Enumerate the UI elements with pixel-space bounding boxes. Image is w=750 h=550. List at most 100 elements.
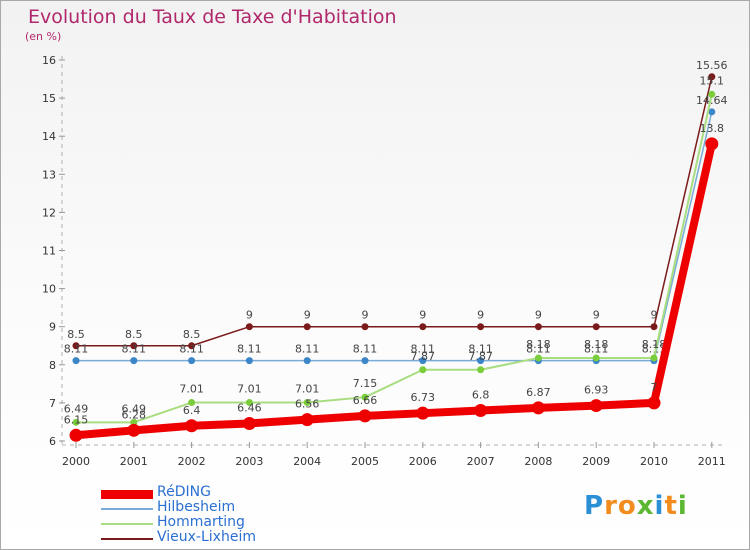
data-label-r-ding: 7 bbox=[651, 381, 658, 394]
series-line-vieux-lixheim bbox=[76, 76, 713, 347]
data-point-vieux-lixheim bbox=[708, 73, 716, 81]
legend-swatch bbox=[101, 538, 153, 540]
legend-label: RéDING bbox=[157, 484, 211, 500]
data-point-hilbesheim bbox=[188, 357, 196, 365]
series-line-r-ding bbox=[75, 142, 716, 440]
y-tick-label: 11 bbox=[42, 245, 56, 258]
x-tick-label: 2004 bbox=[293, 455, 321, 468]
data-point-hommarting bbox=[592, 354, 600, 362]
data-label-r-ding: 6.46 bbox=[237, 401, 262, 414]
data-point-hilbesheim bbox=[708, 108, 716, 116]
data-label-hilbesheim: 8.11 bbox=[237, 343, 262, 356]
logo-letter: i bbox=[677, 491, 688, 521]
data-label-hommarting: 7.01 bbox=[237, 383, 262, 396]
x-tick-label: 2010 bbox=[640, 455, 668, 468]
legend-label: Hommarting bbox=[157, 514, 245, 530]
data-label-hommarting: 7.01 bbox=[179, 383, 204, 396]
series-line-hommarting bbox=[76, 94, 713, 424]
x-tick-label: 2006 bbox=[409, 455, 437, 468]
data-point-hilbesheim bbox=[130, 357, 138, 365]
data-label-hommarting: 7.01 bbox=[295, 383, 320, 396]
x-tick-label: 2001 bbox=[120, 455, 148, 468]
data-label-vieux-lixheim: 9 bbox=[535, 309, 542, 322]
data-point-vieux-lixheim bbox=[419, 323, 427, 331]
data-label-vieux-lixheim: 15.56 bbox=[696, 59, 728, 72]
data-point-hilbesheim bbox=[419, 357, 427, 365]
data-point-hilbesheim bbox=[361, 357, 369, 365]
data-point-hommarting bbox=[708, 90, 716, 98]
legend-label: Vieux-Lixheim bbox=[157, 529, 256, 545]
data-point-r-ding bbox=[705, 137, 719, 151]
data-label-hilbesheim: 8.11 bbox=[122, 343, 147, 356]
data-point-hommarting bbox=[245, 399, 253, 407]
x-tick-label: 2005 bbox=[351, 455, 379, 468]
legend-swatch bbox=[101, 523, 153, 525]
data-label-vieux-lixheim: 8.5 bbox=[125, 328, 143, 341]
data-label-hilbesheim: 8.11 bbox=[295, 343, 320, 356]
data-label-vieux-lixheim: 8.5 bbox=[67, 328, 85, 341]
data-point-r-ding bbox=[647, 396, 661, 410]
data-point-hommarting bbox=[72, 418, 80, 426]
data-label-r-ding: 6.28 bbox=[122, 408, 147, 421]
series-line-hilbesheim bbox=[76, 111, 713, 362]
data-label-r-ding: 6.15 bbox=[64, 413, 89, 426]
data-label-hommarting: 15.1 bbox=[700, 74, 725, 87]
data-label-hommarting: 7.87 bbox=[468, 350, 493, 363]
data-point-r-ding bbox=[474, 404, 488, 418]
y-tick-label: 9 bbox=[49, 321, 56, 334]
x-tick-label: 2007 bbox=[467, 455, 495, 468]
data-point-r-ding bbox=[300, 413, 314, 427]
logo-letter: i bbox=[654, 491, 665, 521]
data-point-r-ding bbox=[531, 401, 545, 415]
y-tick-label: 16 bbox=[42, 54, 56, 67]
data-label-hilbesheim: 14.64 bbox=[696, 94, 728, 107]
data-point-hommarting bbox=[477, 366, 485, 374]
y-tick-label: 8 bbox=[49, 359, 56, 372]
data-label-r-ding: 6.66 bbox=[353, 394, 378, 407]
data-point-vieux-lixheim bbox=[72, 342, 80, 350]
data-point-hommarting bbox=[650, 354, 658, 362]
data-label-hilbesheim: 8.11 bbox=[468, 343, 493, 356]
x-tick-label: 2011 bbox=[698, 455, 726, 468]
data-label-vieux-lixheim: 9 bbox=[419, 309, 426, 322]
proxiti-logo: Proxiti bbox=[584, 491, 688, 521]
data-point-hommarting bbox=[361, 393, 369, 401]
data-point-vieux-lixheim bbox=[477, 323, 485, 331]
data-point-hommarting bbox=[419, 366, 427, 374]
y-tick-label: 12 bbox=[42, 206, 56, 219]
data-point-hilbesheim bbox=[303, 357, 311, 365]
data-label-r-ding: 6.8 bbox=[472, 389, 490, 402]
y-tick-label: 15 bbox=[42, 92, 56, 105]
data-label-vieux-lixheim: 9 bbox=[593, 309, 600, 322]
data-label-hilbesheim: 8.11 bbox=[526, 343, 551, 356]
data-point-hommarting bbox=[303, 399, 311, 407]
data-point-r-ding bbox=[69, 428, 83, 442]
data-label-r-ding: 6.93 bbox=[584, 384, 609, 397]
data-point-vieux-lixheim bbox=[650, 323, 658, 331]
logo-letter: P bbox=[584, 491, 605, 521]
logo-letter: x bbox=[636, 491, 655, 521]
data-label-r-ding: 6.87 bbox=[526, 386, 551, 399]
x-tick-label: 2003 bbox=[235, 455, 263, 468]
data-label-hommarting: 6.49 bbox=[64, 402, 89, 415]
x-tick-label: 2008 bbox=[524, 455, 552, 468]
data-label-hommarting: 7.15 bbox=[353, 377, 378, 390]
data-point-r-ding bbox=[589, 399, 603, 413]
data-label-r-ding: 6.73 bbox=[411, 391, 436, 404]
data-label-r-ding: 6.4 bbox=[183, 404, 201, 417]
data-point-hilbesheim bbox=[245, 357, 253, 365]
data-label-vieux-lixheim: 9 bbox=[477, 309, 484, 322]
data-point-vieux-lixheim bbox=[188, 342, 196, 350]
data-label-vieux-lixheim: 8.5 bbox=[183, 328, 201, 341]
x-tick-label: 2009 bbox=[582, 455, 610, 468]
data-point-hilbesheim bbox=[72, 357, 80, 365]
legend-item-hommarting: Hommarting bbox=[101, 514, 401, 532]
data-label-hilbesheim: 8.11 bbox=[642, 343, 667, 356]
data-label-vieux-lixheim: 9 bbox=[362, 309, 369, 322]
data-point-r-ding bbox=[242, 416, 256, 430]
data-label-hilbesheim: 8.11 bbox=[584, 343, 609, 356]
legend-item-hilbesheim: Hilbesheim bbox=[101, 499, 401, 517]
data-point-r-ding bbox=[358, 409, 372, 423]
data-point-hommarting bbox=[188, 399, 196, 407]
